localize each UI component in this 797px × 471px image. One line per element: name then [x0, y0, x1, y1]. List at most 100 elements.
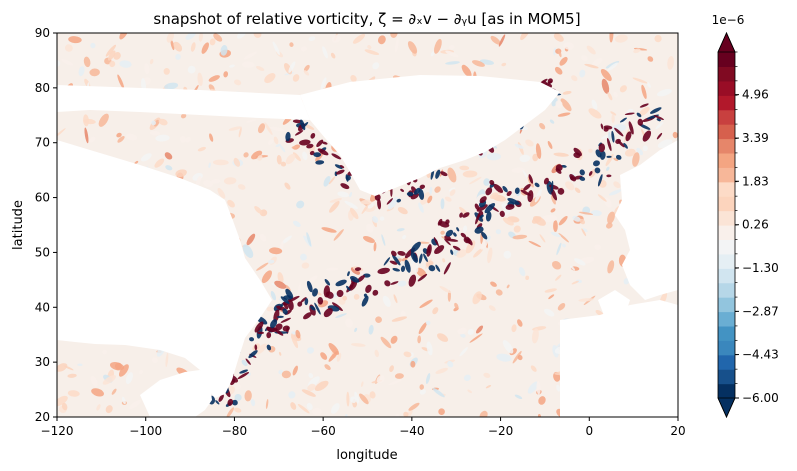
vorticity-eddy — [440, 171, 448, 177]
vorticity-eddy — [486, 235, 491, 242]
vorticity-eddy — [354, 327, 358, 333]
vorticity-eddy — [321, 141, 328, 145]
vorticity-eddy — [613, 181, 621, 189]
vorticity-eddy — [83, 56, 91, 68]
plot-area — [57, 33, 678, 417]
vorticity-eddy — [290, 333, 299, 349]
vorticity-eddy — [300, 119, 306, 131]
colorbar-segment — [718, 340, 735, 356]
vorticity-eddy — [532, 153, 539, 162]
colorbar-segment — [718, 124, 735, 140]
vorticity-eddy — [460, 333, 466, 338]
vorticity-eddy — [517, 319, 523, 327]
vorticity-eddy — [360, 381, 364, 388]
vorticity-eddy — [600, 68, 612, 82]
vorticity-eddy — [269, 126, 285, 132]
vorticity-eddy — [61, 402, 68, 411]
vorticity-eddy — [273, 136, 279, 145]
vorticity-eddy — [372, 62, 380, 70]
vorticity-eddy — [210, 179, 221, 184]
vorticity-eddy — [551, 180, 554, 193]
vorticity-eddy — [354, 391, 360, 404]
colorbar-tick-label: −4.43 — [742, 348, 779, 362]
vorticity-eddy — [445, 229, 454, 237]
vorticity-eddy — [419, 184, 426, 190]
vorticity-eddy — [329, 198, 343, 203]
vorticity-eddy — [57, 363, 68, 372]
vorticity-eddy — [310, 132, 316, 139]
vorticity-eddy — [311, 407, 322, 416]
vorticity-eddy — [435, 264, 441, 272]
vorticity-eddy — [538, 396, 546, 405]
vorticity-eddy — [447, 290, 451, 302]
vorticity-eddy — [590, 210, 602, 216]
vorticity-eddy — [639, 123, 651, 130]
vorticity-eddy — [556, 384, 561, 392]
vorticity-eddy — [489, 192, 499, 200]
vorticity-eddy — [449, 189, 456, 196]
vorticity-eddy — [605, 60, 620, 69]
vorticity-eddy — [328, 342, 340, 355]
vorticity-eddy — [606, 222, 613, 229]
vorticity-eddy — [588, 170, 593, 176]
vorticity-eddy — [330, 403, 340, 414]
vorticity-eddy — [563, 42, 575, 50]
vorticity-eddy — [460, 232, 467, 238]
colorbar-segment — [718, 383, 735, 399]
vorticity-eddy — [544, 308, 555, 317]
vorticity-eddy — [233, 157, 241, 167]
vorticity-eddy — [459, 347, 468, 357]
vorticity-eddy — [511, 324, 517, 333]
vorticity-eddy — [530, 365, 537, 372]
vorticity-eddy — [613, 206, 620, 216]
vorticity-eddy — [125, 372, 133, 385]
vorticity-eddy — [273, 309, 280, 323]
vorticity-eddy — [257, 331, 265, 335]
vorticity-eddy — [351, 343, 366, 347]
vorticity-eddy — [496, 353, 512, 362]
vorticity-eddy — [233, 79, 242, 86]
vorticity-eddy — [474, 226, 484, 234]
colorbar-segment — [718, 66, 735, 82]
vorticity-eddy — [503, 250, 512, 259]
vorticity-eddy — [394, 37, 399, 53]
vorticity-eddy — [336, 169, 345, 175]
vorticity-eddy — [187, 65, 196, 74]
land-arctic — [57, 85, 310, 120]
vorticity-eddy — [336, 352, 342, 362]
vorticity-eddy — [462, 170, 478, 178]
vorticity-eddy — [406, 191, 414, 197]
vorticity-eddy — [472, 291, 482, 305]
vorticity-eddy — [288, 391, 296, 399]
vorticity-eddy — [519, 154, 531, 163]
vorticity-eddy — [376, 375, 385, 384]
vorticity-eddy — [485, 211, 492, 222]
vorticity-eddy — [672, 131, 678, 139]
colorbar-extend-min — [717, 397, 736, 418]
vorticity-eddy — [423, 253, 428, 262]
vorticity-eddy — [522, 169, 530, 181]
vorticity-eddy — [116, 132, 122, 138]
vorticity-eddy — [646, 81, 651, 88]
vorticity-eddy — [606, 166, 610, 171]
vorticity-eddy — [378, 35, 386, 45]
vorticity-eddy — [61, 59, 74, 66]
vorticity-eddy — [276, 154, 282, 165]
vorticity-eddy — [476, 204, 488, 212]
vorticity-eddy — [275, 144, 281, 147]
colorbar-tick-label: 3.39 — [742, 131, 769, 145]
vorticity-eddy — [450, 249, 454, 255]
vorticity-eddy — [297, 281, 302, 298]
vorticity-eddy — [391, 316, 407, 322]
colorbar-tick-label: 4.96 — [742, 88, 769, 102]
vorticity-eddy — [434, 186, 441, 193]
vorticity-eddy — [624, 112, 635, 115]
land-europe — [615, 140, 678, 300]
vorticity-eddy — [579, 218, 586, 225]
vorticity-eddy — [304, 297, 309, 306]
vorticity-eddy — [420, 192, 431, 205]
vorticity-eddy — [592, 58, 603, 67]
vorticity-eddy — [432, 388, 445, 398]
vorticity-eddy — [667, 55, 674, 70]
vorticity-eddy — [164, 82, 179, 90]
